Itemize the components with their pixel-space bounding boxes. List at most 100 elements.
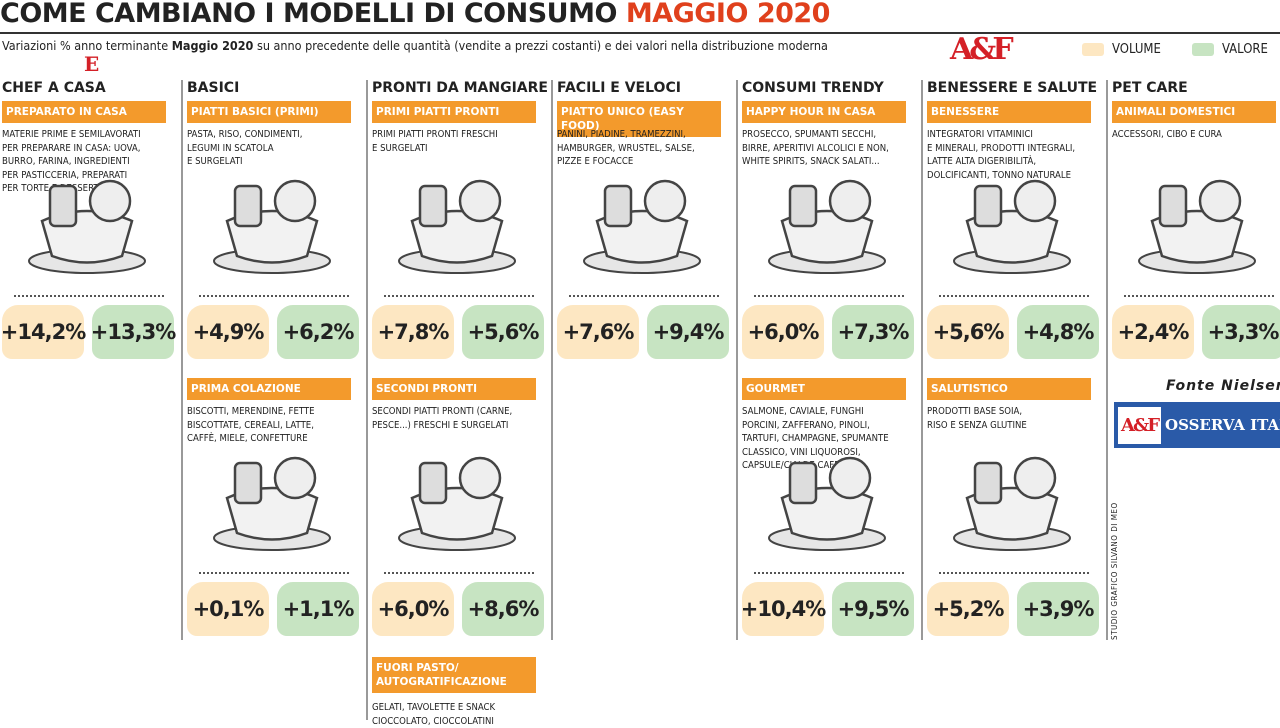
subtitle-bold: Maggio 2020 [172, 38, 254, 53]
dotted-rule [1124, 295, 1274, 297]
description-line: SECONDI PIATTI PRONTI (CARNE, [372, 405, 547, 419]
credit: STUDIO GRAFICO SILVANO DI MEO [1110, 502, 1119, 640]
subtitle-start: Variazioni % anno terminante [2, 38, 168, 53]
valore-value: +5,6% [462, 305, 544, 359]
dotted-rule [754, 572, 904, 574]
description-line: E SURGELATI [372, 142, 547, 156]
valore-value: +8,6% [462, 582, 544, 636]
volume-value: +6,0% [372, 582, 454, 636]
separator [921, 80, 923, 640]
valore-value: +3,3% [1202, 305, 1280, 359]
description: ACCESSORI, CIBO E CURA [1112, 128, 1280, 142]
column-title: FACILI E VELOCI [557, 80, 681, 96]
description-line: PANINI, PIADINE, TRAMEZZINI, [557, 128, 732, 142]
volume-value: +0,1% [187, 582, 269, 636]
legend-swatch [1082, 43, 1104, 56]
dotted-rule [199, 295, 349, 297]
subtitle: Variazioni % anno terminante Maggio 2020… [2, 38, 828, 53]
illustration [937, 161, 1087, 281]
description-line: LEGUMI IN SCATOLA [187, 142, 362, 156]
description-line: SALMONE, CAVIALE, FUNGHI [742, 405, 917, 419]
separator [551, 80, 553, 640]
column-title: BENESSERE E SALUTE [927, 80, 1097, 96]
subtitle-end: su anno precedente delle quantità (vendi… [257, 38, 828, 53]
dotted-rule [384, 295, 534, 297]
section-tag: PRIMA COLAZIONE [187, 378, 351, 400]
dotted-rule [384, 572, 534, 574]
title: COME CAMBIANO I MODELLI DI CONSUMO MAGGI… [0, 0, 830, 29]
separator [366, 80, 368, 720]
badge-logo: A&F [1118, 407, 1161, 444]
rule [0, 32, 1280, 34]
section-tag: SALUTISTICO [927, 378, 1091, 400]
logo: A&F [950, 32, 1010, 67]
description-line: INTEGRATORI VITAMINICI [927, 128, 1102, 142]
description: SECONDI PIATTI PRONTI (CARNE,PESCE...) F… [372, 405, 547, 432]
volume-value: +7,8% [372, 305, 454, 359]
column-title: BASICI [187, 80, 239, 96]
title-highlight: MAGGIO 2020 [626, 0, 830, 29]
volume-value: +5,6% [927, 305, 1009, 359]
volume-value: +7,6% [557, 305, 639, 359]
description-line: ACCESSORI, CIBO E CURA [1112, 128, 1280, 142]
column-title: PRONTI DA MANGIARE [372, 80, 548, 96]
dotted-rule [754, 295, 904, 297]
dotted-rule [14, 295, 164, 297]
section-tag: ANIMALI DOMESTICI [1112, 101, 1276, 123]
description-line: PROSECCO, SPUMANTI SECCHI, [742, 128, 917, 142]
legend-swatch [1192, 43, 1214, 56]
illustration [937, 438, 1087, 558]
valore-value: +7,3% [832, 305, 914, 359]
column-title: CONSUMI TRENDY [742, 80, 884, 96]
illustration [382, 161, 532, 281]
illustration [567, 161, 717, 281]
section-tag: GOURMET [742, 378, 906, 400]
valore-value: +1,1% [277, 582, 359, 636]
description-line: BISCOTTATE, CEREALI, LATTE, [187, 419, 362, 433]
description-line: PASTA, RISO, CONDIMENTI, [187, 128, 362, 142]
illustration [382, 438, 532, 558]
illustration [1122, 161, 1272, 281]
separator [181, 80, 183, 640]
description-line: BISCOTTI, MERENDINE, FETTE [187, 405, 362, 419]
volume-value: +14,2% [2, 305, 84, 359]
valore-value: +13,3% [92, 305, 174, 359]
description-line: GELATI, TAVOLETTE E SNACK [372, 701, 547, 715]
section-tag: PREPARATO IN CASA [2, 101, 166, 123]
description-line: PORCINI, ZAFFERANO, PINOLI, [742, 419, 917, 433]
description-line: PER PREPARARE IN CASA: UOVA, [2, 142, 177, 156]
volume-value: +2,4% [1112, 305, 1194, 359]
section-tag: HAPPY HOUR IN CASA [742, 101, 906, 123]
description: PRODOTTI BASE SOIA,RISO E SENZA GLUTINE [927, 405, 1102, 432]
illustration [752, 438, 902, 558]
legend-label: VALORE [1222, 42, 1268, 57]
section-tag: PIATTI BASICI (PRIMI) [187, 101, 351, 123]
illustration [197, 438, 347, 558]
valore-value: +6,2% [277, 305, 359, 359]
description-line: PRODOTTI BASE SOIA, [927, 405, 1102, 419]
illustration [12, 161, 162, 281]
badge-text: OSSERVA ITALIA [1165, 416, 1280, 434]
logo-e: E [84, 52, 95, 76]
valore-value: +9,5% [832, 582, 914, 636]
separator [736, 80, 738, 640]
section-tag: PRIMI PIATTI PRONTI [372, 101, 536, 123]
volume-value: +4,9% [187, 305, 269, 359]
dotted-rule [569, 295, 719, 297]
tag-line: AUTOGRATIFICAZIONE [376, 675, 532, 689]
illustration [752, 161, 902, 281]
illustration [197, 161, 347, 281]
volume-value: +10,4% [742, 582, 824, 636]
tag-line: FUORI PASTO/ [376, 661, 532, 675]
section-tag: SECONDI PRONTI [372, 378, 536, 400]
description-line: RISO E SENZA GLUTINE [927, 419, 1102, 433]
dotted-rule [939, 295, 1089, 297]
description-line: E MINERALI, PRODOTTI INTEGRALI, [927, 142, 1102, 156]
description-line: CIOCCOLATO, CIOCCOLATINI [372, 715, 547, 728]
volume-value: +6,0% [742, 305, 824, 359]
volume-value: +5,2% [927, 582, 1009, 636]
source: Fonte Nielsen [1166, 378, 1280, 394]
description-line: BIRRE, APERITIVI ALCOLICI E NON, [742, 142, 917, 156]
